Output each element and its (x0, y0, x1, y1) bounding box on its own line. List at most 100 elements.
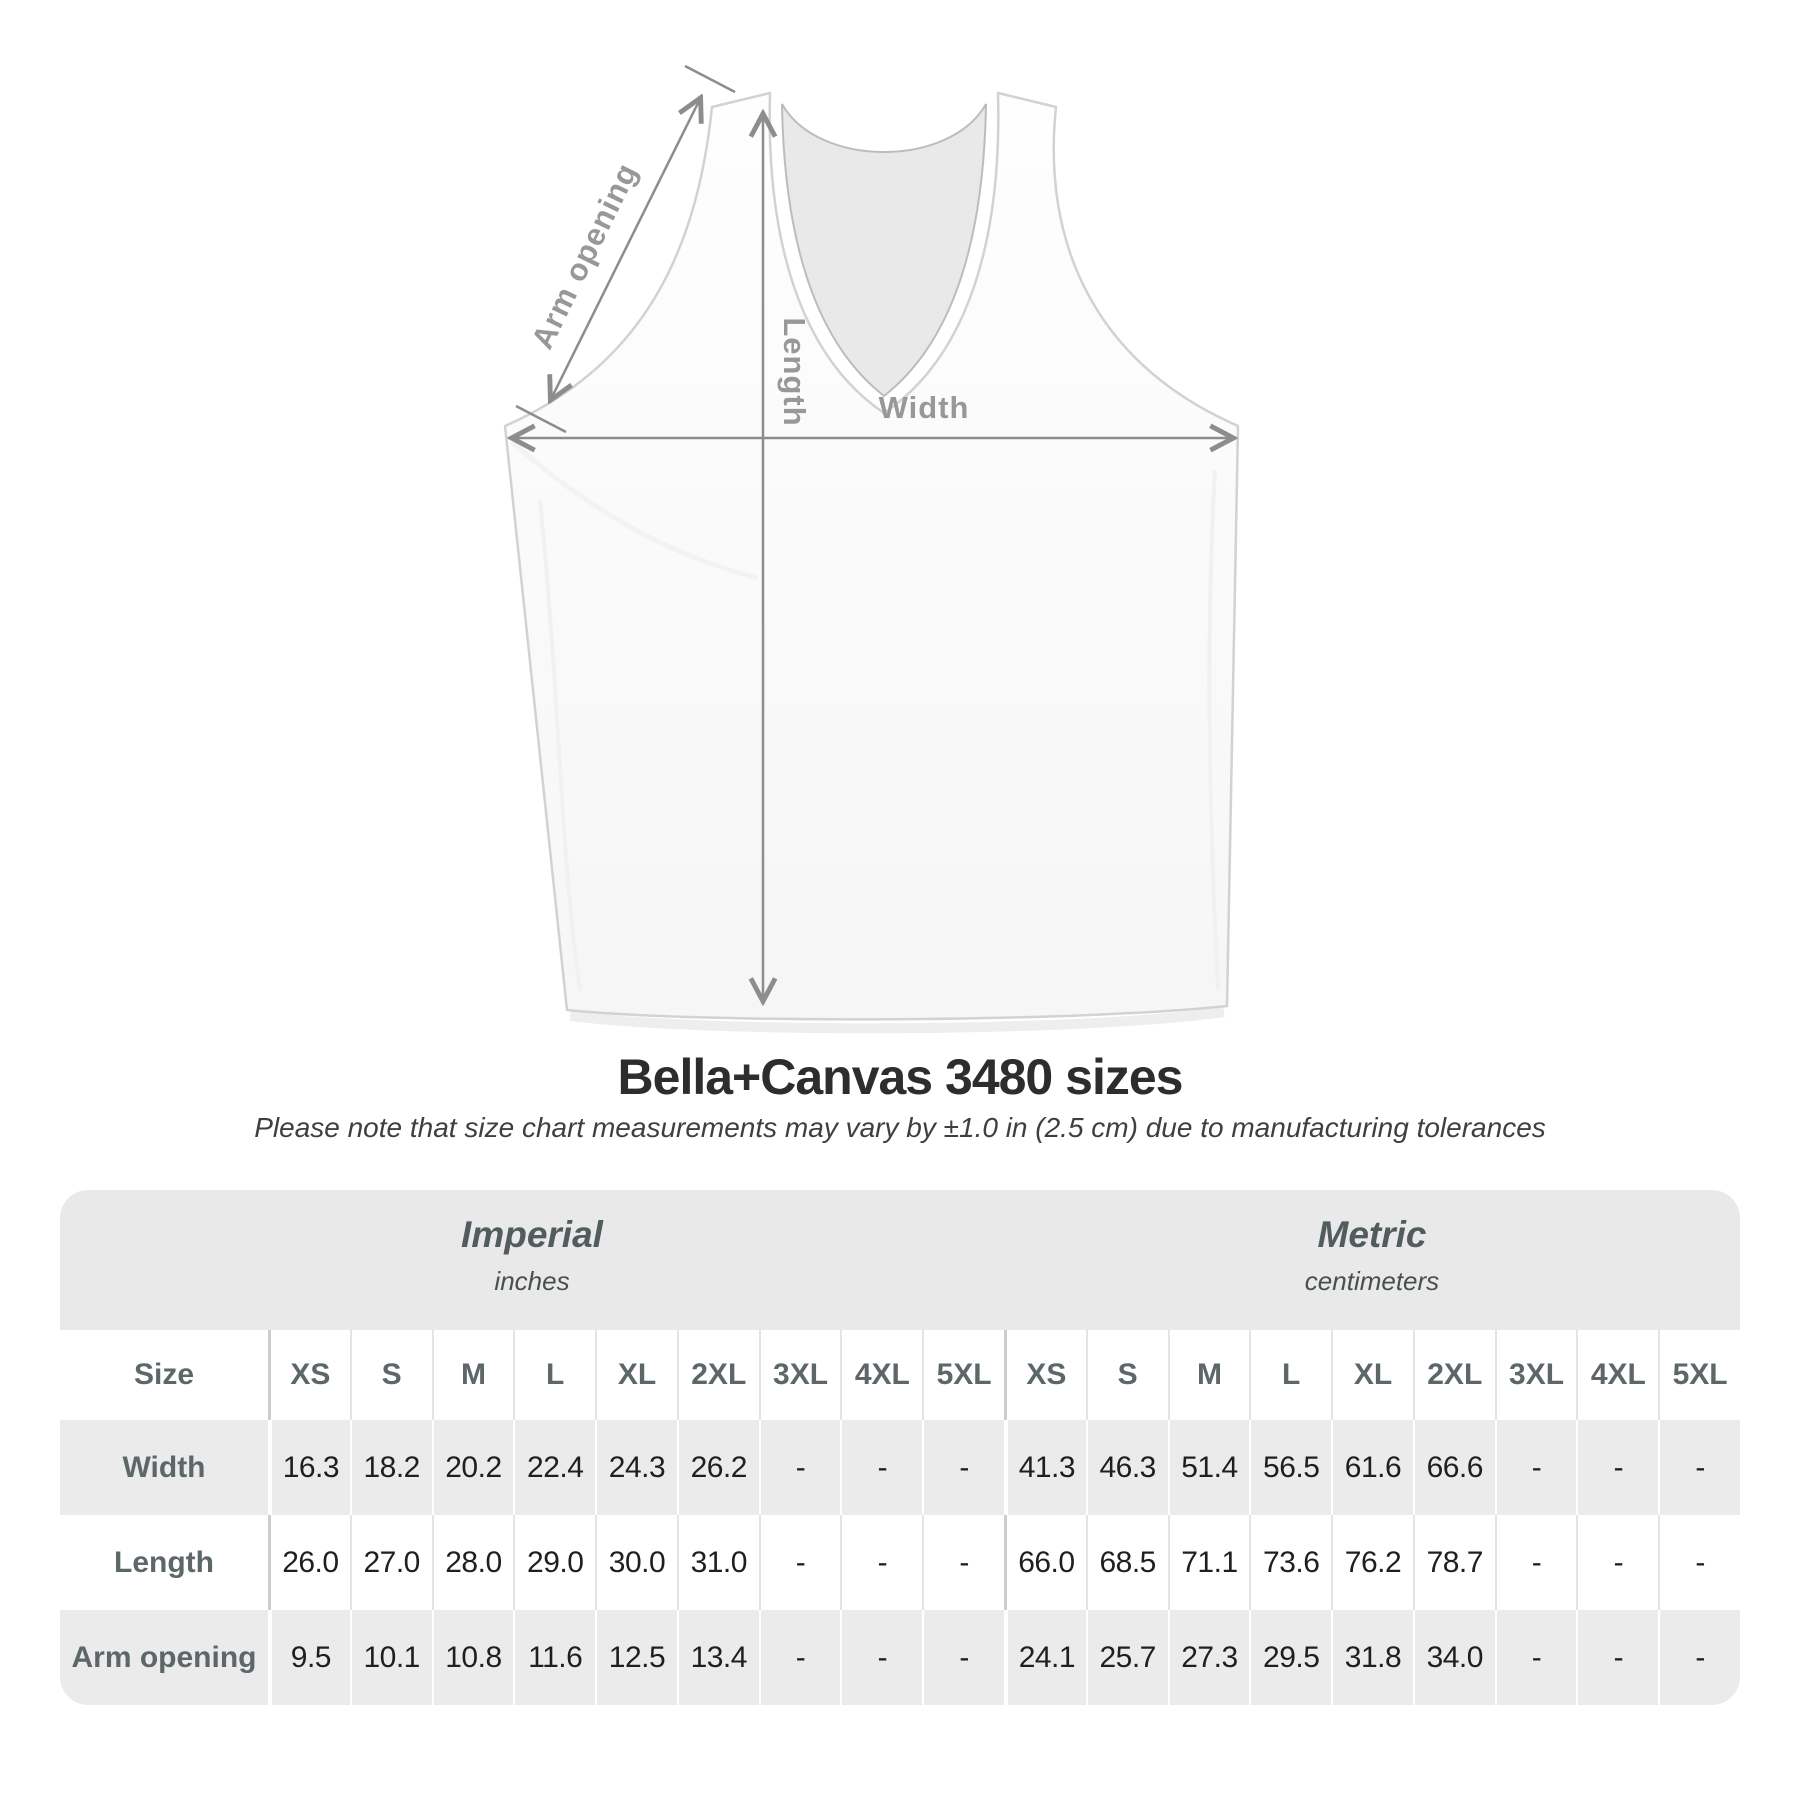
value-metric: - (1494, 1610, 1577, 1705)
unit-header-band: Imperial inches Metric centimeters (60, 1190, 1740, 1330)
value-metric: - (1494, 1420, 1577, 1515)
row-label: Arm opening (71, 1640, 257, 1674)
value-metric: 68.5 (1085, 1515, 1168, 1610)
value-imperial: - (922, 1420, 1004, 1515)
value-imperial: 13.4 (676, 1610, 759, 1705)
tank-top-diagram: Arm opening Length Width (503, 64, 1240, 1034)
value-metric: 25.7 (1085, 1610, 1168, 1705)
value-metric: 29.5 (1249, 1610, 1331, 1705)
size-header-imperial-m: M (431, 1330, 514, 1420)
value-metric: 46.3 (1085, 1420, 1168, 1515)
value-imperial: - (758, 1420, 841, 1515)
size-header-metric-s: S (1085, 1330, 1168, 1420)
value-imperial: 11.6 (513, 1610, 595, 1705)
value-imperial: - (840, 1610, 922, 1705)
value-imperial: 30.0 (595, 1515, 677, 1610)
metric-unit: centimeters (1304, 1266, 1440, 1296)
size-header-metric-5xl: 5XL (1658, 1330, 1740, 1420)
value-metric: 73.6 (1249, 1515, 1331, 1610)
value-metric: 76.2 (1331, 1515, 1413, 1610)
size-header-imperial-3xl: 3XL (758, 1330, 841, 1420)
measurement-row-width: Width 16.3 18.2 20.2 22.4 24.3 26.2- - -41.3 46.3… (60, 1420, 1740, 1515)
size-header-metric-3xl: 3XL (1494, 1330, 1577, 1420)
row-label: Width (122, 1450, 206, 1484)
size-label: Size (133, 1358, 195, 1391)
value-imperial: - (922, 1610, 1004, 1705)
value-metric: 31.8 (1331, 1610, 1413, 1705)
value-imperial: 29.0 (513, 1515, 595, 1610)
arm-opening-tick-top (684, 64, 736, 94)
value-imperial: 27.0 (349, 1515, 432, 1610)
value-imperial: 22.4 (513, 1420, 595, 1515)
measurement-row-length: Length 26.0 27.0 28.0 29.0 30.0 31.0- - -66.0 68.… (60, 1515, 1740, 1610)
value-metric: 66.6 (1412, 1420, 1495, 1515)
value-metric: 27.3 (1167, 1610, 1250, 1705)
size-header-imperial-5xl: 5XL (922, 1330, 1004, 1420)
size-header-metric-2xl: 2XL (1412, 1330, 1495, 1420)
crease-line (1207, 469, 1220, 991)
imperial-title: Imperial (461, 1214, 603, 1255)
tank-top-illustration (503, 64, 1240, 1034)
size-header-metric-xs: XS (1004, 1330, 1086, 1420)
value-imperial: - (758, 1610, 841, 1705)
value-imperial: - (922, 1515, 1004, 1610)
imperial-header: Imperial inches (60, 1190, 1004, 1330)
value-imperial: 10.8 (431, 1610, 514, 1705)
width-label: Width (878, 390, 970, 425)
arm-opening-arrow (551, 99, 700, 399)
neck-back-panel (781, 103, 987, 398)
value-metric: 56.5 (1249, 1420, 1331, 1515)
value-imperial: 24.3 (595, 1420, 677, 1515)
crease-line (510, 440, 759, 581)
value-imperial: - (758, 1515, 841, 1610)
value-metric: - (1576, 1515, 1658, 1610)
size-header-row: Size XS S M L XL 2XL 3XL 4XL 5XL XS S M L XL 2XL 3XL 4XL 5… (60, 1330, 1740, 1420)
size-table-rows: Size XS S M L XL 2XL 3XL 4XL 5XL XS S M L XL 2XL 3XL 4XL 5… (60, 1330, 1740, 1705)
size-header-imperial-xl: XL (595, 1330, 677, 1420)
value-imperial: 26.2 (676, 1420, 759, 1515)
metric-header: Metric centimeters (1004, 1190, 1740, 1330)
size-header-imperial-xs: XS (268, 1330, 350, 1420)
value-imperial: 16.3 (268, 1420, 350, 1515)
page-title: Bella+Canvas 3480 sizes (617, 1049, 1184, 1105)
value-imperial: 12.5 (595, 1610, 677, 1705)
measurement-row-arm-opening: Arm opening 9.5 10.1 10.8 11.6 12.5 13.4- - -24.… (60, 1610, 1740, 1705)
metric-title: Metric (1317, 1214, 1427, 1255)
value-metric: 71.1 (1167, 1515, 1250, 1610)
size-header-metric-4xl: 4XL (1576, 1330, 1658, 1420)
size-header-metric-m: M (1167, 1330, 1250, 1420)
value-imperial: 26.0 (268, 1515, 350, 1610)
size-header-imperial-2xl: 2XL (676, 1330, 759, 1420)
value-metric: 34.0 (1412, 1610, 1495, 1705)
value-metric: - (1658, 1420, 1740, 1515)
size-header-metric-l: L (1249, 1330, 1331, 1420)
value-metric: - (1576, 1610, 1658, 1705)
value-metric: - (1658, 1610, 1740, 1705)
value-metric: 61.6 (1331, 1420, 1413, 1515)
row-label: Length (114, 1545, 214, 1579)
size-header-imperial-4xl: 4XL (840, 1330, 922, 1420)
value-imperial: 10.1 (349, 1610, 432, 1705)
imperial-unit: inches (494, 1266, 570, 1296)
size-table: Imperial inches Metric centimeters Size X… (60, 1190, 1740, 1705)
value-imperial: 28.0 (431, 1515, 514, 1610)
hem-shadow (569, 1007, 1225, 1034)
size-header-imperial-l: L (513, 1330, 595, 1420)
length-label: Length (777, 317, 812, 427)
value-imperial: 18.2 (349, 1420, 432, 1515)
value-imperial: 20.2 (431, 1420, 514, 1515)
value-metric: 24.1 (1004, 1610, 1086, 1705)
value-metric: - (1494, 1515, 1577, 1610)
value-metric: 41.3 (1004, 1420, 1086, 1515)
value-imperial: - (840, 1420, 922, 1515)
value-metric: 66.0 (1004, 1515, 1086, 1610)
tolerance-note: Please note that size chart measurements… (254, 1112, 1546, 1143)
value-imperial: 31.0 (676, 1515, 759, 1610)
crease-line (538, 499, 582, 991)
size-header-imperial-s: S (349, 1330, 432, 1420)
value-metric: 51.4 (1167, 1420, 1250, 1515)
value-imperial: - (840, 1515, 922, 1610)
value-imperial: 9.5 (268, 1610, 350, 1705)
value-metric: - (1576, 1420, 1658, 1515)
